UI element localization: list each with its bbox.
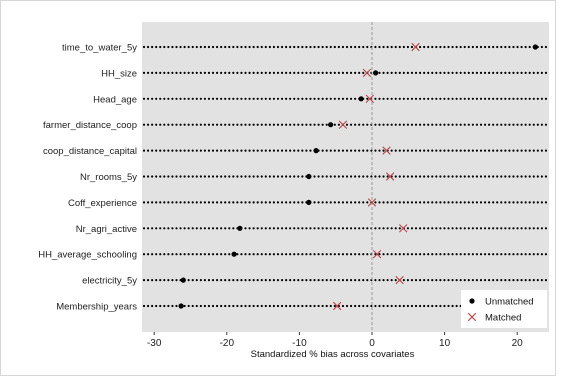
x-tick-label: -20: [220, 338, 235, 349]
y-tick-label: HH_size: [101, 68, 137, 79]
x-axis-title: Standardized % bias across covariates: [251, 349, 415, 360]
y-tick-label: Coff_experience: [68, 198, 137, 209]
matched-point: [372, 250, 382, 259]
x-tick-label: 0: [369, 338, 375, 349]
y-tick-label: HH_average_schooling: [38, 250, 137, 261]
y-tick-label: farmer_distance_coop: [43, 120, 137, 131]
matched-point: [385, 172, 395, 181]
x-tick-label: -10: [292, 338, 307, 349]
unmatched-point: [178, 303, 184, 309]
unmatched-point: [328, 122, 334, 128]
y-axis-labels: time_to_water_5y HH_size Head_age farmer_di…: [38, 43, 137, 313]
x-tick-label: 20: [512, 338, 524, 349]
x-axis: -30 -20 -10 0 10 20: [147, 332, 523, 349]
matched-point: [338, 120, 348, 129]
matched-point: [399, 224, 408, 233]
unmatched-point: [313, 148, 319, 154]
y-tick-label: Head_age: [93, 94, 137, 105]
matched-point: [362, 68, 372, 78]
data-marks: [178, 42, 538, 311]
y-tick-label: electricity_5y: [82, 276, 137, 287]
legend-unmatched-marker: [469, 298, 475, 304]
unmatched-point: [231, 251, 237, 257]
plot-panel: [142, 22, 549, 332]
matched-point: [332, 301, 342, 311]
unmatched-point: [358, 96, 364, 102]
unmatched-point: [532, 44, 538, 50]
y-tick-label: Membership_years: [56, 302, 137, 313]
matched-point: [411, 42, 420, 52]
matched-point: [367, 198, 377, 207]
y-tick-label: Nr_agri_active: [76, 224, 137, 235]
matched-point: [382, 146, 391, 155]
unmatched-point: [373, 70, 379, 76]
legend-box: [461, 290, 547, 328]
x-tick-label: 10: [439, 338, 451, 349]
matched-point: [395, 275, 404, 285]
unmatched-point: [306, 199, 312, 205]
legend-unmatched-label: Unmatched: [485, 297, 534, 308]
matched-point: [365, 94, 375, 103]
legend-matched-label: Matched: [485, 313, 521, 324]
unmatched-point: [180, 277, 186, 283]
unmatched-point: [306, 173, 312, 180]
legend: Unmatched Matched: [461, 290, 547, 328]
legend-matched-marker: [467, 312, 477, 322]
y-tick-label: time_to_water_5y: [62, 43, 137, 54]
category-rows: [142, 45, 551, 308]
y-tick-label: Nr_rooms_5y: [80, 172, 137, 183]
unmatched-point: [237, 225, 243, 231]
y-tick-label: coop_distance_capital: [43, 146, 137, 157]
x-tick-label: -30: [147, 338, 162, 349]
